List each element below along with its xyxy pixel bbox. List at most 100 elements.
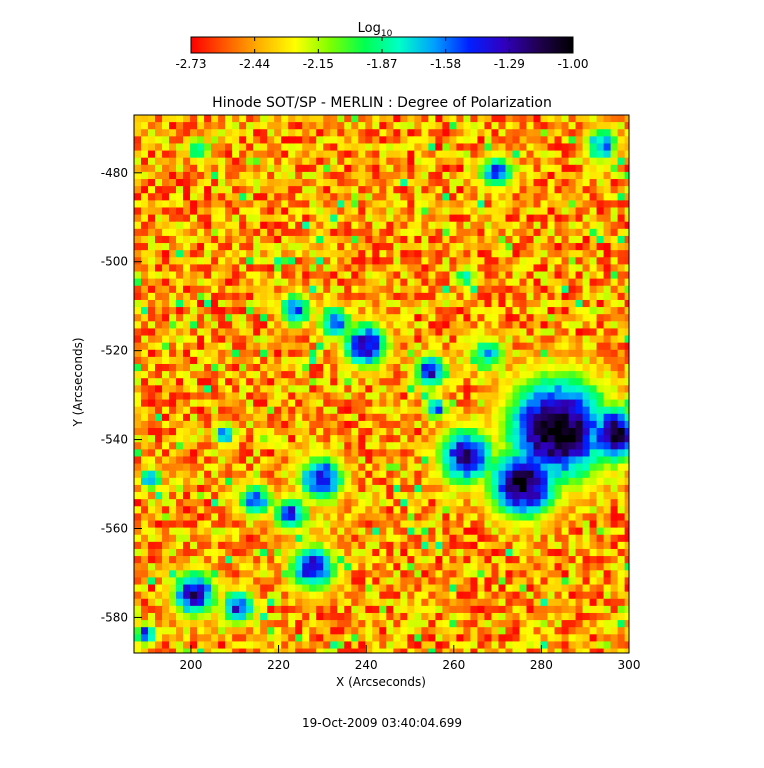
heatmap-cell xyxy=(323,243,331,251)
heatmap-cell xyxy=(610,321,619,330)
heatmap-cell xyxy=(421,584,429,593)
heatmap-cell xyxy=(295,598,303,607)
heatmap-cell xyxy=(589,584,598,593)
heatmap-cell xyxy=(239,456,247,465)
heatmap-cell xyxy=(162,200,170,209)
heatmap-cell xyxy=(295,399,303,408)
heatmap-cell xyxy=(575,186,584,194)
heatmap-cell xyxy=(547,150,556,159)
heatmap-cell xyxy=(316,492,324,500)
heatmap-cell xyxy=(372,335,380,344)
heatmap-cell xyxy=(610,228,619,237)
heatmap-cell xyxy=(526,243,535,251)
heatmap-cell xyxy=(197,164,205,173)
heatmap-cell xyxy=(596,484,605,493)
heatmap-cell xyxy=(281,456,289,465)
heatmap-cell xyxy=(575,129,584,137)
heatmap-cell xyxy=(141,499,149,507)
heatmap-cell xyxy=(547,321,556,330)
heatmap-cell xyxy=(617,605,626,614)
heatmap-cell xyxy=(414,556,422,564)
heatmap-cell xyxy=(470,235,479,244)
heatmap-cell xyxy=(386,349,394,358)
heatmap-cell xyxy=(225,235,233,244)
heatmap-cell xyxy=(568,605,577,614)
heatmap-cell xyxy=(295,307,303,315)
heatmap-cell xyxy=(624,435,629,443)
heatmap-cell xyxy=(232,428,240,436)
heatmap-cell xyxy=(365,129,373,137)
heatmap-cell xyxy=(505,413,514,422)
heatmap-cell xyxy=(197,136,205,145)
heatmap-cell xyxy=(274,136,282,145)
heatmap-cell xyxy=(197,129,205,137)
heatmap-cell xyxy=(421,335,429,344)
heatmap-cell xyxy=(463,115,472,123)
heatmap-cell xyxy=(351,541,359,550)
heatmap-cell xyxy=(358,271,366,280)
heatmap-cell xyxy=(554,584,563,593)
heatmap-cell xyxy=(232,221,240,230)
heatmap-cell xyxy=(337,328,345,337)
heatmap-cell xyxy=(141,157,149,166)
heatmap-cell xyxy=(610,307,619,315)
heatmap-cell xyxy=(148,143,156,152)
heatmap-cell xyxy=(344,513,352,522)
heatmap-cell xyxy=(239,314,247,322)
heatmap-cell xyxy=(148,243,156,251)
heatmap-cell xyxy=(456,285,465,294)
heatmap-cell xyxy=(449,591,458,600)
heatmap-cell xyxy=(393,207,401,216)
heatmap-cell xyxy=(330,541,338,550)
heatmap-cell xyxy=(309,186,317,194)
heatmap-cell xyxy=(344,406,352,415)
heatmap-cell xyxy=(421,179,429,187)
heatmap-cell xyxy=(386,598,394,607)
heatmap-cell xyxy=(260,257,268,265)
heatmap-cell xyxy=(344,584,352,593)
heatmap-cell xyxy=(624,115,629,123)
heatmap-cell xyxy=(575,164,584,173)
heatmap-cell xyxy=(554,264,563,273)
heatmap-cell xyxy=(204,356,212,365)
heatmap-cell xyxy=(554,179,563,187)
heatmap-cell xyxy=(302,378,310,386)
heatmap-cell xyxy=(526,200,535,209)
heatmap-cell xyxy=(386,328,394,337)
heatmap-cell xyxy=(582,605,591,614)
heatmap-cell xyxy=(148,250,156,258)
heatmap-cell xyxy=(526,435,535,443)
heatmap-cell xyxy=(554,406,563,415)
heatmap-cell xyxy=(183,328,191,337)
heatmap-cell xyxy=(288,499,296,507)
heatmap-cell xyxy=(547,328,556,337)
heatmap-cell xyxy=(344,435,352,443)
heatmap-cell xyxy=(183,314,191,322)
heatmap-cell xyxy=(295,278,303,287)
heatmap-cell xyxy=(456,228,465,237)
heatmap-cell xyxy=(323,385,331,394)
heatmap-cell xyxy=(337,143,345,152)
heatmap-cell xyxy=(498,292,507,301)
heatmap-cell xyxy=(267,299,275,308)
heatmap-cell xyxy=(617,463,626,472)
heatmap-cell xyxy=(456,157,465,166)
heatmap-cell xyxy=(169,292,177,301)
heatmap-cell xyxy=(393,463,401,472)
heatmap-cell xyxy=(183,570,191,579)
heatmap-cell xyxy=(253,406,261,415)
heatmap-cell xyxy=(260,221,268,230)
heatmap-cell xyxy=(134,122,142,130)
heatmap-cell xyxy=(526,299,535,308)
heatmap-cell xyxy=(232,541,240,550)
heatmap-cell xyxy=(344,548,352,557)
heatmap-cell xyxy=(519,577,528,586)
heatmap-cell xyxy=(183,221,191,230)
heatmap-cell xyxy=(246,342,254,351)
heatmap-cell xyxy=(225,314,233,322)
heatmap-cell xyxy=(533,477,542,486)
heatmap-cell xyxy=(512,385,521,394)
heatmap-cell xyxy=(435,328,443,337)
heatmap-cell xyxy=(155,321,163,330)
heatmap-cell xyxy=(582,200,591,209)
